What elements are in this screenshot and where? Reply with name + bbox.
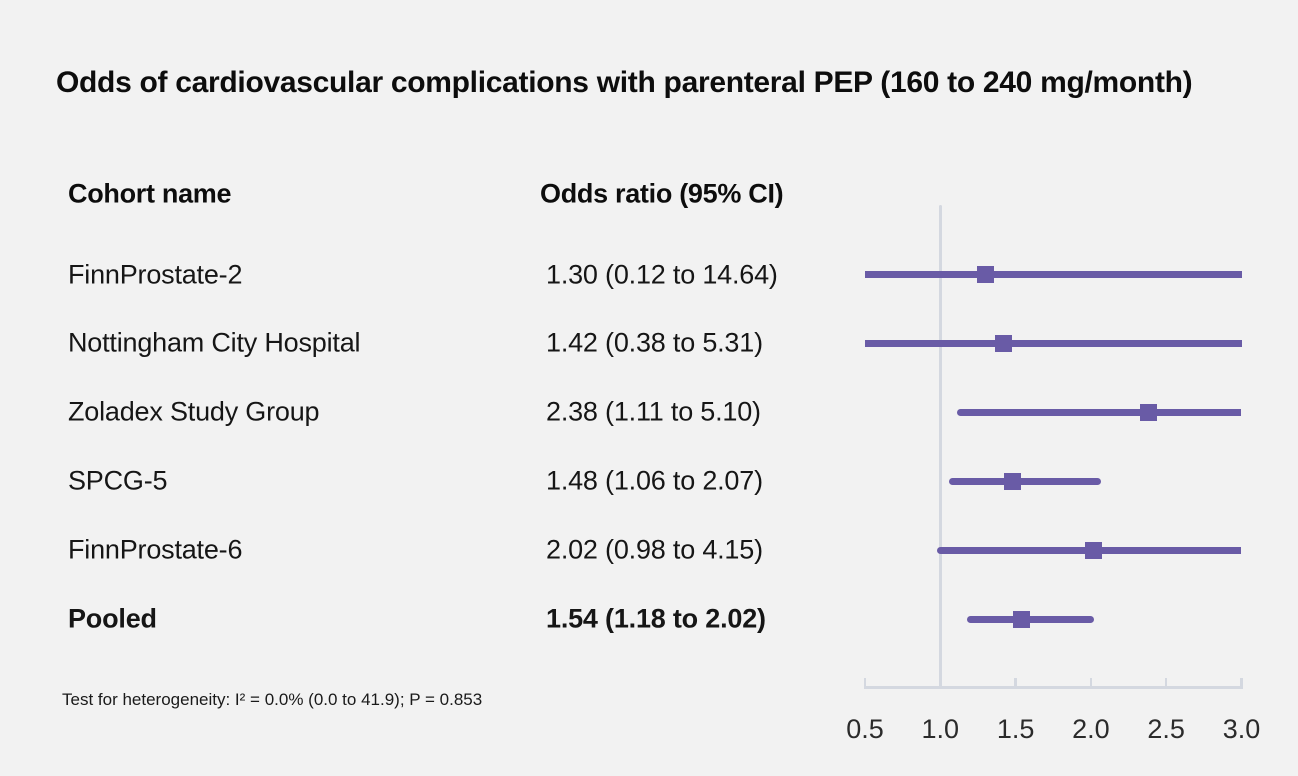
x-axis-line: [863, 686, 1243, 689]
ci-line: [865, 271, 1242, 278]
figure-title: Odds of cardiovascular complications wit…: [56, 66, 1193, 99]
cohort-name: Pooled: [68, 603, 157, 634]
or-marker: [976, 266, 994, 283]
ci-line: [865, 339, 1242, 347]
cohort-name: Zoladex Study Group: [68, 396, 320, 427]
x-axis-tick: [939, 677, 942, 689]
reference-line: [938, 205, 942, 688]
heterogeneity-footnote: Test for heterogeneity: I² = 0.0% (0.0 t…: [62, 690, 483, 709]
x-tick-label: 3.0: [1222, 714, 1261, 744]
odds-ratio-value: 1.30 (0.12 to 14.64): [546, 259, 778, 289]
or-marker: [1004, 472, 1022, 490]
x-axis-tick: [1014, 677, 1017, 689]
x-tick-label: 2.5: [1147, 714, 1185, 744]
x-axis-tick: [1089, 677, 1093, 689]
odds-ratio-value: 1.54 (1.18 to 2.02): [546, 603, 766, 634]
or-marker: [1013, 610, 1031, 628]
or-marker: [995, 334, 1013, 352]
x-axis-tick: [1164, 677, 1168, 689]
odds-ratio-value: 1.48 (1.06 to 2.07): [546, 465, 763, 496]
column-header-odds-ratio: Odds ratio (95% CI): [540, 178, 784, 209]
cohort-name: SPCG-5: [68, 465, 168, 496]
or-marker: [1139, 403, 1157, 421]
ci-line: [967, 615, 1094, 623]
x-axis-tick: [863, 677, 867, 689]
or-marker: [1085, 541, 1103, 559]
x-tick-label: 1.5: [996, 714, 1035, 744]
ci-line: [956, 408, 1242, 416]
cohort-name: FinnProstate-2: [68, 259, 243, 289]
odds-ratio-value: 2.38 (1.11 to 5.10): [546, 396, 761, 427]
odds-ratio-value: 1.42 (0.38 to 5.31): [546, 327, 763, 358]
cohort-name: Nottingham City Hospital: [68, 327, 361, 358]
cohort-name: FinnProstate-6: [68, 534, 243, 565]
odds-ratio-value: 2.02 (0.98 to 4.15): [546, 534, 763, 565]
x-tick-label: 2.0: [1072, 714, 1110, 744]
x-axis-tick: [1240, 677, 1243, 689]
column-header-cohort: Cohort name: [68, 178, 232, 209]
x-tick-label: 1.0: [921, 714, 960, 744]
ci-line: [949, 477, 1102, 485]
x-tick-label: 0.5: [846, 714, 884, 744]
